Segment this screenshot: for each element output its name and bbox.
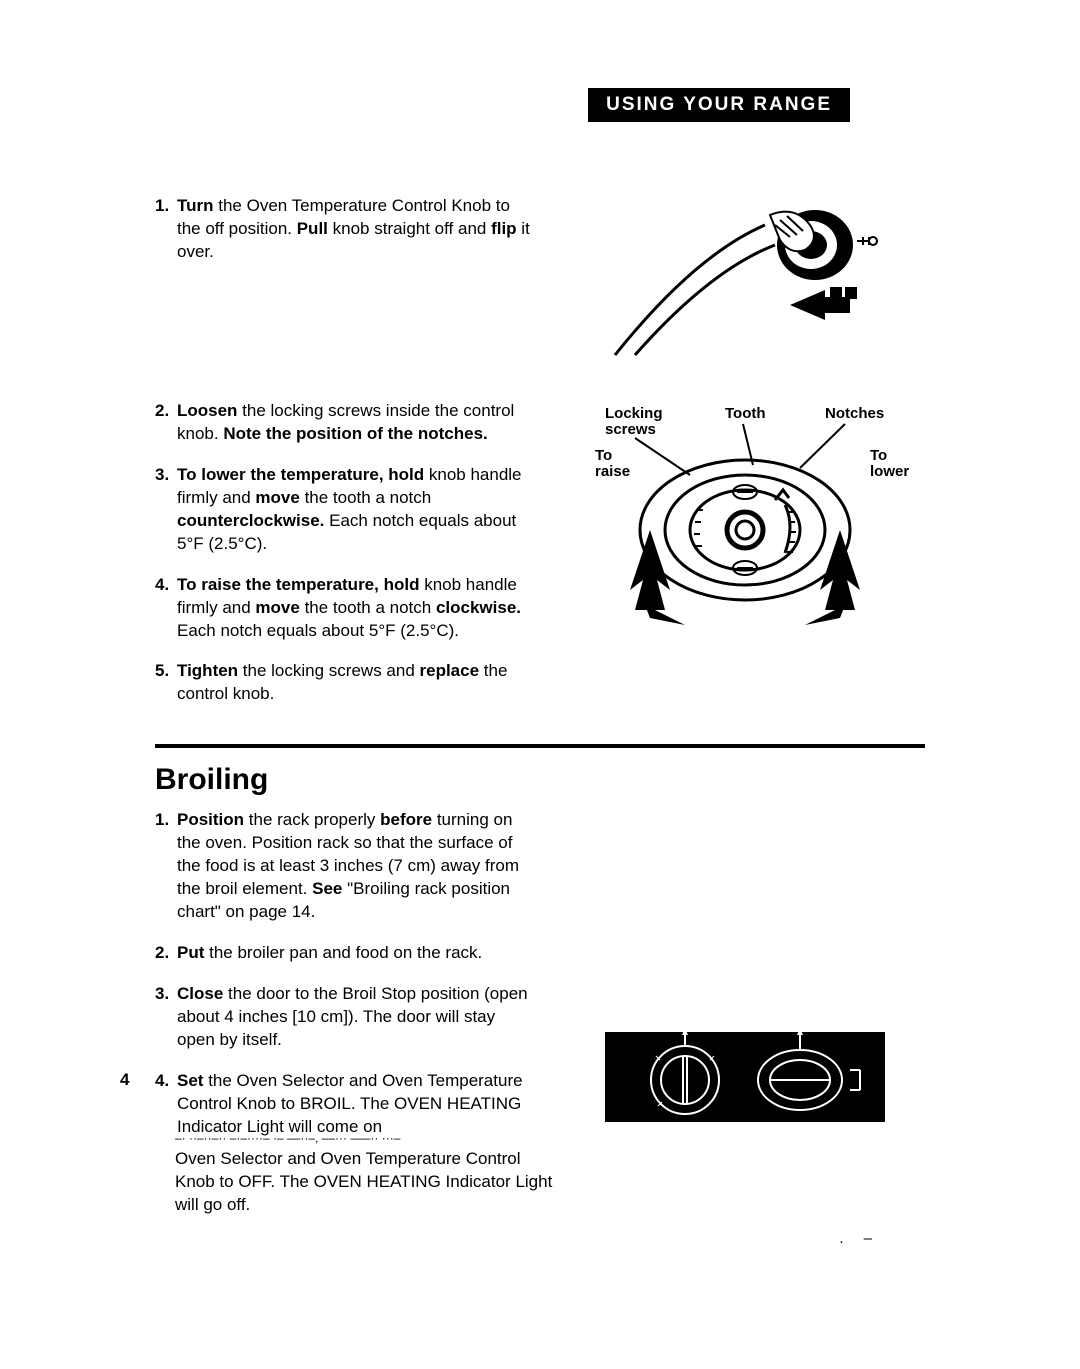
truncated-step: ‒· ··‒··‒·· ‒·‒····‒ ·‒ ‒‒··‒, ‒‒··· ‒‒‒… — [175, 1130, 555, 1217]
label-tooth: Tooth — [725, 405, 766, 422]
step-bold: Note the position of the notches. — [223, 424, 487, 443]
step-bold: Position — [177, 810, 244, 829]
step-bold: Tighten — [177, 661, 238, 680]
step-bold: before — [380, 810, 432, 829]
step-text: the door to the Broil Stop position (ope… — [177, 984, 528, 1049]
step-bold: replace — [420, 661, 480, 680]
step-bold: To lower the temperature, hold — [177, 465, 424, 484]
broiling-step-4: 4. Set the Oven Selector and Oven Temper… — [155, 1070, 535, 1139]
step-bold: flip — [491, 219, 517, 238]
step-text: the Oven Selector and Oven Temperature C… — [177, 1071, 523, 1136]
step-number: 2. — [155, 400, 169, 423]
step-text: the tooth a notch — [300, 488, 431, 507]
calibration-step-4: 4. To raise the temperature, hold knob h… — [155, 574, 535, 643]
broiling-steps-col: 1. Position the rack properly before tur… — [155, 809, 535, 1156]
calibration-step-2: 2. Loosen the locking screws inside the … — [155, 400, 535, 446]
step-number: 5. — [155, 660, 169, 683]
calibration-steps-col: 2. Loosen the locking screws inside the … — [155, 400, 535, 724]
calibration-bottom-row: 2. Loosen the locking screws inside the … — [155, 400, 925, 724]
label-to-raise: Toraise — [595, 447, 630, 480]
calibration-step-1: 1. Turn the Oven Temperature Control Kno… — [155, 195, 535, 264]
label-notches: Notches — [825, 405, 884, 422]
broiling-step-1: 1. Position the rack properly before tur… — [155, 809, 535, 924]
step-number: 1. — [155, 195, 169, 218]
broiling-diagram-col — [565, 809, 925, 1156]
step-number: 2. — [155, 942, 169, 965]
step-number: 4. — [155, 1070, 169, 1093]
broiling-step-3: 3. Close the door to the Broil Stop posi… — [155, 983, 535, 1052]
section-divider — [155, 744, 925, 748]
step-text: the locking screws and — [238, 661, 419, 680]
calibration-top-row: 1. Turn the Oven Temperature Control Kno… — [155, 195, 925, 390]
step-text: the tooth a notch — [300, 598, 436, 617]
step-number: 4. — [155, 574, 169, 597]
step-bold: clockwise. — [436, 598, 521, 617]
diagram-2-col: Lockingscrews Tooth Notches Toraise Tolo… — [565, 400, 925, 724]
step-text: Each notch equals about 5°F (2.5°C). — [177, 621, 459, 640]
diagram-1-col — [565, 195, 925, 390]
step-number: 3. — [155, 464, 169, 487]
label-locking-screws: Lockingscrews — [605, 405, 663, 438]
control-panel-diagram — [600, 1022, 890, 1137]
label-to-lower: Tolower — [870, 447, 909, 480]
step-bold: See — [312, 879, 342, 898]
broiling-title: Broiling — [155, 763, 925, 797]
step-bold: Put — [177, 943, 204, 962]
broiling-step-2: 2. Put the broiler pan and food on the r… — [155, 942, 535, 965]
truncated-garble: ‒· ··‒··‒·· ‒·‒····‒ ·‒ ‒‒··‒, ‒‒··· ‒‒‒… — [175, 1130, 555, 1146]
step-text: the rack properly — [244, 810, 380, 829]
knob-back-diagram: Lockingscrews Tooth Notches Toraise Tolo… — [575, 400, 915, 665]
step-bold: Pull — [297, 219, 328, 238]
truncated-text: Oven Selector and Oven Temperature Contr… — [175, 1148, 555, 1217]
page-number: 4 — [120, 1070, 129, 1090]
step-bold: Close — [177, 984, 223, 1003]
calibration-step-3: 3. To lower the temperature, hold knob h… — [155, 464, 535, 556]
calibration-step1-col: 1. Turn the Oven Temperature Control Kno… — [155, 195, 535, 390]
calibration-step-5: 5. Tighten the locking screws and replac… — [155, 660, 535, 706]
broiling-row: 1. Position the rack properly before tur… — [155, 809, 925, 1156]
page-content: 1. Turn the Oven Temperature Control Kno… — [155, 195, 925, 1157]
step-text: knob straight off and — [328, 219, 491, 238]
step-bold: counterclockwise. — [177, 511, 324, 530]
step-bold: Loosen — [177, 401, 237, 420]
dash-marks: . – — [839, 1230, 880, 1247]
step-bold: Turn — [177, 196, 214, 215]
header-bar: USING YOUR RANGE — [588, 88, 850, 122]
step-bold: Set — [177, 1071, 203, 1090]
knob-pull-diagram — [595, 195, 895, 370]
step-text: the broiler pan and food on the rack. — [204, 943, 482, 962]
step-bold: move — [255, 488, 299, 507]
step-bold: To raise the temperature, hold — [177, 575, 419, 594]
step-bold: move — [255, 598, 299, 617]
step-number: 1. — [155, 809, 169, 832]
step-number: 3. — [155, 983, 169, 1006]
